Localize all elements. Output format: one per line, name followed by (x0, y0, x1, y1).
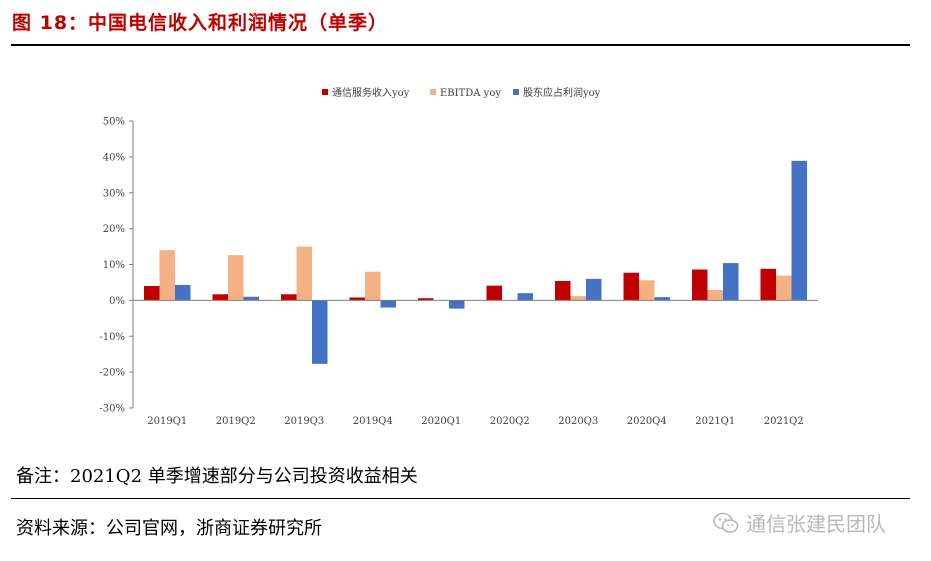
bar (791, 160, 807, 301)
y-tick-label: 20% (103, 224, 125, 235)
bar (654, 297, 670, 301)
x-axis: 2019Q1 2019Q2 2019Q3 2019Q4 2020Q1 2020Q2 2020… (133, 299, 818, 427)
legend-swatch (430, 89, 436, 95)
y-tick-label: -10% (99, 332, 125, 343)
bar (212, 294, 228, 301)
source-line: 资料来源：公司官网，浙商证券研究所 (16, 518, 322, 539)
bar (228, 255, 244, 301)
bar (517, 293, 533, 301)
bottom-divider (11, 498, 910, 499)
bar (570, 296, 586, 301)
legend-label: EBITDA yoy (440, 88, 501, 99)
figure-title: 图 18：中国电信收入和利润情况（单季） (12, 12, 389, 34)
x-tick-label: 2020Q3 (558, 416, 598, 427)
bar (586, 278, 602, 301)
y-tick-label: 40% (103, 152, 125, 163)
y-tick-label: -30% (99, 404, 125, 415)
bar (639, 280, 655, 301)
bar (281, 294, 297, 301)
bar (243, 296, 259, 301)
y-tick-label: -20% (99, 368, 125, 379)
y-tick-label: 30% (103, 188, 125, 199)
y-tick-label: 10% (103, 260, 125, 271)
legend-swatch (322, 89, 328, 95)
x-tick-label: 2021Q1 (695, 416, 735, 427)
wechat-icon (713, 512, 739, 533)
bar (760, 268, 776, 301)
bar (692, 269, 708, 301)
x-tick-label: 2019Q1 (147, 416, 187, 427)
bar (175, 284, 191, 301)
legend-label: 通信服务收入yoy (332, 86, 410, 99)
legend-swatch (513, 89, 519, 95)
y-tick-label: 50% (103, 117, 125, 128)
x-tick-label: 2019Q2 (216, 416, 256, 427)
bar (365, 271, 381, 301)
bar (449, 300, 465, 309)
bar (159, 250, 175, 301)
bar (349, 297, 365, 301)
x-tick-label: 2021Q2 (764, 416, 804, 427)
chart-legend: 通信服务收入yoy EBITDA yoy 股东应占利润yoy (322, 86, 601, 99)
x-tick-label: 2019Q3 (284, 416, 324, 427)
x-tick-label: 2019Q4 (353, 416, 393, 427)
x-tick-label: 2020Q4 (627, 416, 667, 427)
y-axis: 50% 40% 30% 20% 10% 0% -10% -20% -30% (99, 117, 134, 415)
bar (380, 300, 396, 308)
x-tick-label: 2020Q1 (421, 416, 461, 427)
bar (418, 298, 434, 301)
bar (776, 275, 792, 301)
chart-note: 备注：2021Q2 单季增速部分与公司投资收益相关 (16, 466, 418, 487)
watermark: 通信张建民团队 (712, 508, 886, 537)
bar (723, 263, 739, 301)
bar (296, 246, 312, 301)
legend-label: 股东应占利润yoy (523, 86, 601, 99)
bar (312, 300, 328, 364)
bar (486, 285, 502, 301)
bar (707, 289, 723, 301)
bar (144, 286, 160, 301)
top-divider (11, 44, 910, 46)
watermark-text: 通信张建民团队 (746, 512, 886, 536)
chart-bars (144, 160, 807, 364)
x-tick-label: 2020Q2 (490, 416, 530, 427)
y-tick-label: 0% (109, 296, 125, 307)
bar (555, 281, 571, 301)
bar (623, 272, 639, 301)
bar-chart: 通信服务收入yoy EBITDA yoy 股东应占利润yoy 50% 40% 30% 20… (99, 86, 818, 427)
